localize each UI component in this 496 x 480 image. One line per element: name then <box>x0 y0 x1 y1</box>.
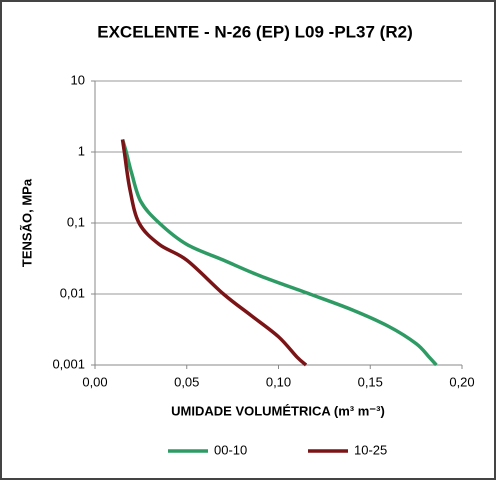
y-tick-label: 0,1 <box>67 214 85 229</box>
chart-title: EXCELENTE - N-26 (EP) L09 -PL37 (R2) <box>97 22 413 41</box>
y-tick-label: 0,01 <box>60 285 85 300</box>
x-tick-label: 0,15 <box>358 374 383 389</box>
x-tick-label: 0,20 <box>449 374 474 389</box>
legend-label: 10-25 <box>354 442 387 457</box>
y-axis-label: TENSÃO, MPa <box>19 178 34 267</box>
x-tick-label: 0,10 <box>266 374 291 389</box>
y-tick-label: 0,001 <box>52 356 85 371</box>
data-line <box>120 139 308 367</box>
data-line <box>120 139 438 367</box>
x-tick-label: 0,05 <box>174 374 199 389</box>
y-tick-label: 1 <box>78 143 85 158</box>
y-tick-label: 10 <box>71 72 85 87</box>
x-axis-label: UMIDADE VOLUMÉTRICA (m³ m⁻³) <box>171 403 385 418</box>
x-tick-label: 0,00 <box>82 374 107 389</box>
legend-label: 00-10 <box>214 442 247 457</box>
